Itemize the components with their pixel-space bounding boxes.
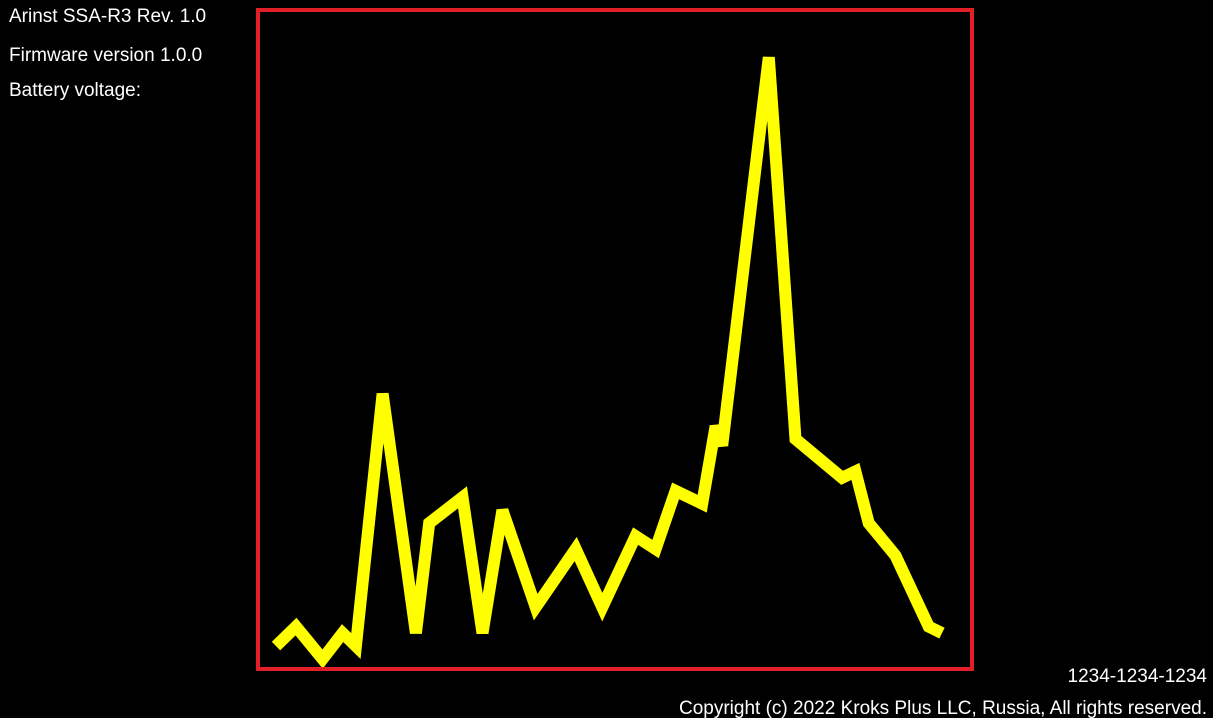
battery-voltage-label: Battery voltage:	[9, 80, 142, 101]
copyright-notice: Copyright (c) 2022 Kroks Plus LLC, Russi…	[679, 698, 1207, 718]
spectrum-trace	[271, 56, 945, 667]
device-model-label: Arinst SSA-R3 Rev. 1.0	[9, 6, 207, 27]
serial-number: 1234-1234-1234	[1067, 666, 1207, 687]
firmware-version-label: Firmware version 1.0.0	[9, 45, 203, 66]
spectrum-chart	[271, 56, 945, 667]
spectrum-display	[256, 8, 974, 671]
